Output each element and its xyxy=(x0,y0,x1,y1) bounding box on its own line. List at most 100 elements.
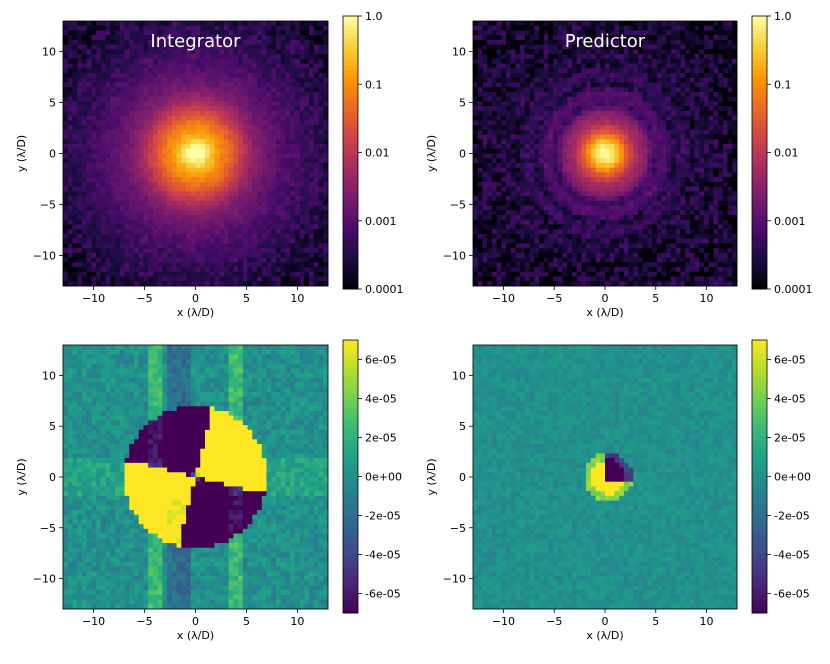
heatmap-cell xyxy=(699,134,705,140)
heatmap-cell xyxy=(176,35,182,41)
heatmap-cell xyxy=(63,73,69,79)
heatmap-cell xyxy=(266,248,272,254)
heatmap-cell xyxy=(661,115,667,121)
heatmap-cell xyxy=(675,39,681,46)
heatmap-cell xyxy=(576,87,582,93)
heatmap-cell xyxy=(318,215,324,221)
heatmap-cell xyxy=(252,181,258,188)
heatmap-cell xyxy=(285,49,291,55)
heatmap-cell xyxy=(96,35,102,41)
heatmap-cell xyxy=(699,120,705,126)
heatmap-cell xyxy=(67,205,73,211)
heatmap-cell xyxy=(91,21,97,27)
heatmap-cell xyxy=(477,39,483,46)
heatmap-cell xyxy=(539,58,545,64)
heatmap-cell xyxy=(186,153,192,159)
heatmap-cell xyxy=(219,210,225,216)
heatmap-cell xyxy=(680,96,686,102)
heatmap-cell xyxy=(275,44,282,50)
heatmap-cell xyxy=(543,49,549,55)
heatmap-cell xyxy=(238,257,244,263)
heatmap-cell xyxy=(553,139,559,145)
heatmap-cell xyxy=(605,30,611,36)
heatmap-cell xyxy=(675,129,681,135)
heatmap-cell xyxy=(699,110,705,117)
heatmap-cell xyxy=(96,215,102,221)
heatmap-cell xyxy=(129,91,135,98)
heatmap-cell xyxy=(628,25,634,31)
heatmap-cell xyxy=(152,120,159,126)
heatmap-cell xyxy=(152,73,159,79)
heatmap-cell xyxy=(228,172,234,178)
heatmap-cell xyxy=(623,35,629,41)
heatmap-cell xyxy=(586,30,592,36)
heatmap-cell xyxy=(609,125,615,131)
heatmap-cell xyxy=(67,224,73,230)
heatmap-cell xyxy=(124,120,130,126)
heatmap-cell xyxy=(100,257,106,263)
heatmap-cell xyxy=(257,205,263,211)
heatmap-cell xyxy=(143,30,149,36)
heatmap-cell xyxy=(708,44,714,50)
heatmap-cell xyxy=(290,54,296,60)
heatmap-cell xyxy=(266,39,272,46)
colorbar-segment xyxy=(343,88,358,94)
heatmap-cell xyxy=(233,271,239,277)
heatmap-cell xyxy=(233,262,239,268)
heatmap-cell xyxy=(614,110,620,117)
heatmap-cell xyxy=(138,63,144,69)
heatmap-cell xyxy=(633,63,639,69)
heatmap-cell xyxy=(119,243,125,249)
heatmap-cell xyxy=(694,96,700,102)
heatmap-cell xyxy=(261,248,267,254)
heatmap-cell xyxy=(323,91,329,98)
heatmap-cell xyxy=(204,134,211,140)
heatmap-cell xyxy=(162,243,168,249)
heatmap-cell xyxy=(732,49,738,55)
heatmap-cell xyxy=(543,82,549,88)
heatmap-cell xyxy=(72,243,78,249)
heatmap-cell xyxy=(510,77,516,83)
heatmap-cell xyxy=(81,58,88,64)
heatmap-cell xyxy=(699,30,705,36)
heatmap-cell xyxy=(115,276,121,282)
heatmap-cell xyxy=(685,63,691,69)
heatmap-cell xyxy=(238,162,244,169)
heatmap-cell xyxy=(487,91,493,98)
heatmap-cell xyxy=(619,77,625,83)
heatmap-cell xyxy=(167,233,173,240)
heatmap-cell xyxy=(162,25,168,31)
heatmap-cell xyxy=(238,120,244,126)
heatmap-cell xyxy=(581,129,587,135)
heatmap-cell xyxy=(171,186,177,192)
heatmap-cell xyxy=(290,224,296,230)
heatmap-cell xyxy=(708,54,714,60)
heatmap-cell xyxy=(515,139,521,145)
heatmap-cell xyxy=(77,271,83,277)
heatmap-cell xyxy=(595,134,601,140)
heatmap-cell xyxy=(171,281,177,287)
heatmap-cell xyxy=(214,224,220,230)
heatmap-cell xyxy=(77,215,83,221)
heatmap-cell xyxy=(534,101,540,107)
heatmap-cell xyxy=(133,106,140,112)
heatmap-cell xyxy=(487,77,493,83)
heatmap-cell xyxy=(266,219,272,225)
heatmap-cell xyxy=(323,25,329,31)
heatmap-cell xyxy=(257,39,263,46)
heatmap-cell xyxy=(138,281,144,287)
heatmap-cell xyxy=(572,158,578,164)
heatmap-cell xyxy=(581,87,587,93)
heatmap-cell xyxy=(119,229,125,235)
heatmap-cell xyxy=(167,63,173,69)
heatmap-cell xyxy=(732,96,738,102)
heatmap-cell xyxy=(699,162,705,169)
heatmap-cell xyxy=(247,106,253,112)
heatmap-cell xyxy=(214,219,220,225)
heatmap-cell xyxy=(685,148,691,154)
heatmap-cell xyxy=(553,106,559,112)
heatmap-cell xyxy=(204,210,211,216)
heatmap-cell xyxy=(110,191,116,197)
heatmap-cell xyxy=(304,248,310,254)
heatmap-cell xyxy=(487,54,493,60)
